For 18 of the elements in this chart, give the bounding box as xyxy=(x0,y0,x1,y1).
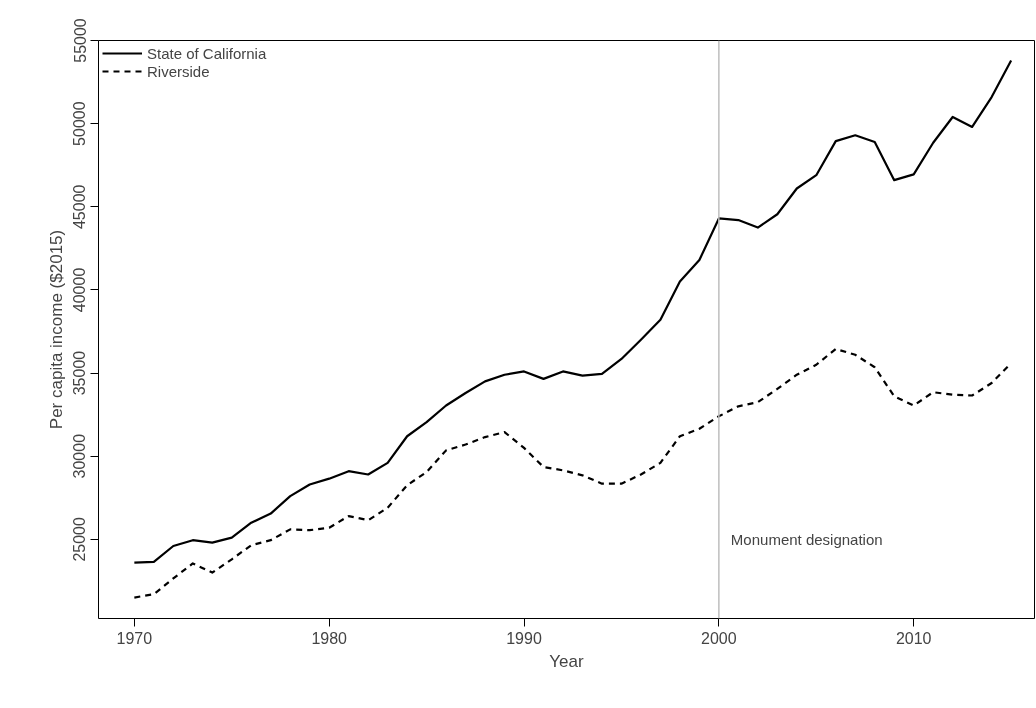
legend-label: Riverside xyxy=(147,62,210,80)
ref-line-label: Monument designation xyxy=(730,530,883,548)
y-tick-label: 45000 xyxy=(71,184,89,230)
line-series xyxy=(133,59,1013,564)
legend-label: State of California xyxy=(147,44,267,62)
y-tick-label: 25000 xyxy=(71,517,89,562)
y-tick-label: 30000 xyxy=(71,433,89,479)
x-tick-label: 1990 xyxy=(506,629,542,647)
y-tick-label: 55000 xyxy=(71,18,89,63)
x-tick-label: 1970 xyxy=(116,629,153,647)
x-tick-label: 2010 xyxy=(895,629,932,647)
y-tick-label: 35000 xyxy=(71,350,89,396)
y-axis-title: Per capita income ($2015) xyxy=(46,229,66,430)
y-tick-label: 40000 xyxy=(71,267,89,313)
x-axis-title: Year xyxy=(549,651,585,671)
x-tick-label: 2000 xyxy=(701,629,737,647)
x-tick-label: 1980 xyxy=(311,629,348,647)
y-tick-label: 50000 xyxy=(71,101,89,146)
